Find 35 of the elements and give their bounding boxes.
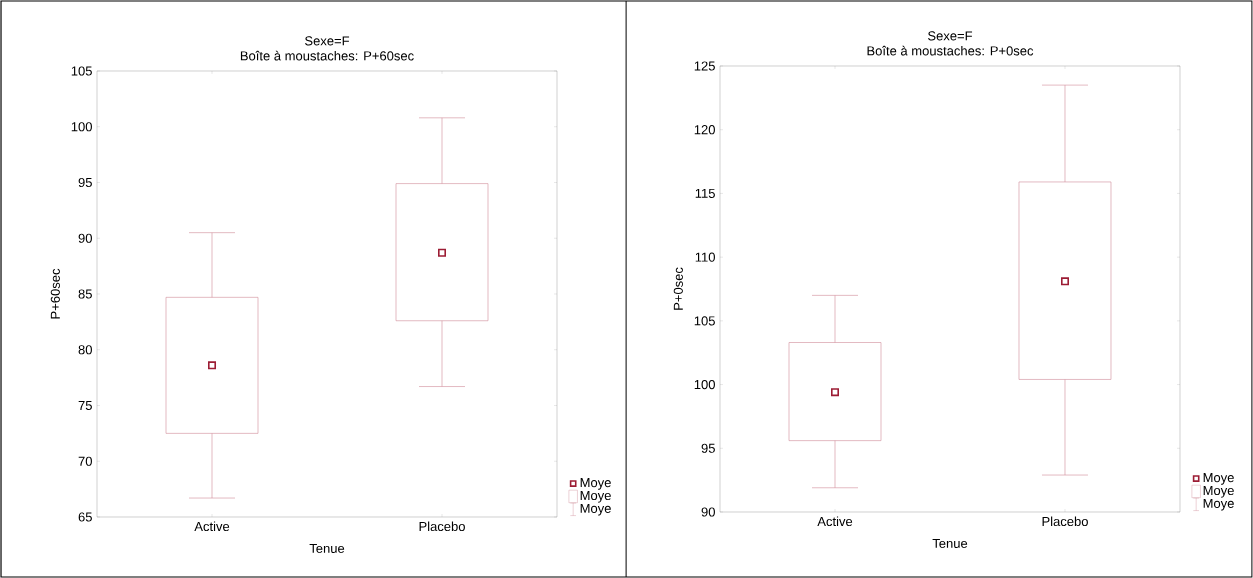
chart-subtitle: Boîte à moustaches: P+60sec (240, 50, 414, 61)
chart-title: Sexe=F (305, 36, 350, 46)
y-tick-label: 110 (695, 252, 715, 262)
text: Moye (580, 478, 611, 490)
legend-label: Moye (580, 491, 611, 503)
x-tick-label: Placebo (1042, 516, 1088, 527)
y-tick-label: 100 (71, 122, 92, 132)
y-tick-label: 105 (71, 66, 92, 76)
x-tick-label: Placebo (419, 521, 465, 532)
y-tick-label: 95 (78, 177, 92, 188)
legend-label: Moye (1203, 486, 1234, 498)
chart-title: Sexe=F (928, 31, 973, 41)
y-axis-title: P+60sec (50, 268, 60, 319)
text: Moye (1203, 498, 1234, 511)
y-tick-label: 80 (78, 345, 92, 355)
chart-subtitle: Boîte à moustaches: P+0sec (867, 45, 1034, 56)
x-tick-label: Active (194, 521, 230, 532)
y-tick-label: 105 (694, 316, 715, 326)
x-axis-title: Tenue (309, 543, 345, 553)
y-tick-label: 90 (701, 507, 715, 517)
y-tick-label: 75 (78, 400, 92, 411)
y-tick-label: 70 (78, 456, 92, 466)
x-axis-title: Tenue (932, 538, 968, 548)
text: Moye (580, 503, 611, 516)
y-tick-label: 95 (701, 443, 715, 453)
y-tick-label: 65 (78, 512, 92, 522)
y-tick-label: 90 (78, 233, 92, 243)
text: Moye (1203, 473, 1234, 485)
y-axis-title: P+0sec (673, 267, 683, 310)
y-tick-label: 85 (78, 289, 92, 299)
y-tick-label: 115 (695, 188, 715, 198)
y-tick-label: 125 (694, 61, 715, 71)
x-tick-label: Active (817, 516, 853, 527)
y-tick-label: 100 (694, 379, 715, 390)
y-tick-label: 120 (694, 125, 715, 135)
